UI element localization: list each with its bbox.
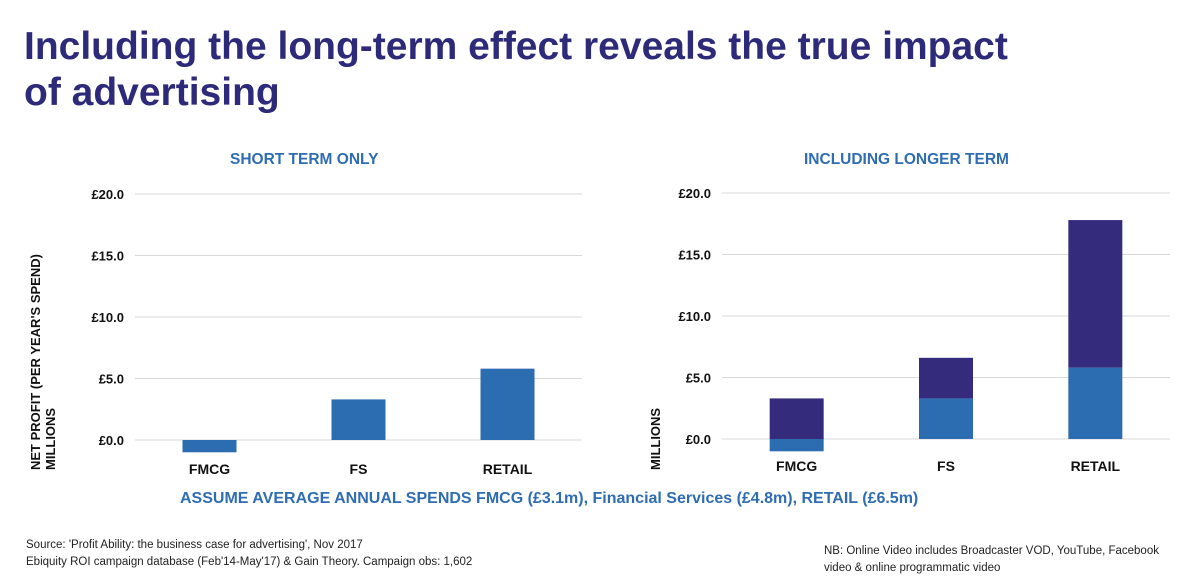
chart-2-x-tick-label: RETAIL <box>1071 458 1121 474</box>
page-title-line-2: of advertising <box>24 71 280 114</box>
chart-2-x-tick-label: FS <box>937 458 955 474</box>
chart-2-y-tick-label: £10.0 <box>678 309 711 324</box>
chart-1-x-tick-label: FS <box>350 461 368 477</box>
page-title: Including the long-term effect reveals t… <box>24 24 1174 116</box>
assumption-note: ASSUME AVERAGE ANNUAL SPENDS FMCG (£3.1m… <box>180 490 919 507</box>
source-note: Source: 'Profit Ability: the business ca… <box>26 539 473 568</box>
chart-1-title: SHORT TERM ONLY <box>230 151 379 168</box>
chart-2-bar-fmcg-series-1 <box>769 439 824 452</box>
chart-2-bar-retail-series-2 <box>1068 220 1123 368</box>
chart-2-title: INCLUDING LONGER TERM <box>804 151 1009 168</box>
chart-2-y-tick-label: £15.0 <box>678 248 711 263</box>
chart-1-bar-retail-series-1 <box>480 368 535 440</box>
chart-1-y-tick-label: £20.0 <box>91 187 124 202</box>
page-title-line-1: Including the long-term effect reveals t… <box>24 25 1008 68</box>
nb-note: NB: Online Video includes Broadcaster VO… <box>824 545 1159 574</box>
chart-1-x-tick-label: FMCG <box>189 461 230 477</box>
chart-2-y-tick-label: £0.0 <box>686 432 711 447</box>
chart-2-y-tick-label: £20.0 <box>678 186 711 201</box>
chart-1-bar-fmcg-series-1 <box>182 440 237 453</box>
chart-1-y-tick-label: £5.0 <box>99 372 124 387</box>
chart-1-x-tick-label: RETAIL <box>483 461 533 477</box>
chart-1-y-tick-label: £15.0 <box>91 249 124 264</box>
chart-2-bar-retail-series-1 <box>1068 367 1123 439</box>
chart-2-bar-fs-series-1 <box>919 398 973 439</box>
chart-2-bar-fmcg-series-2 <box>769 398 824 439</box>
chart-2-bar-fs-series-2 <box>919 357 973 399</box>
chart-2-x-tick-label: FMCG <box>776 458 817 474</box>
chart-2-y-tick-label: £5.0 <box>686 371 711 386</box>
chart-1-bar-fs-series-1 <box>331 399 386 440</box>
chart-1-y-tick-label: £10.0 <box>91 310 124 325</box>
chart-1-y-tick-label: £0.0 <box>99 433 124 448</box>
